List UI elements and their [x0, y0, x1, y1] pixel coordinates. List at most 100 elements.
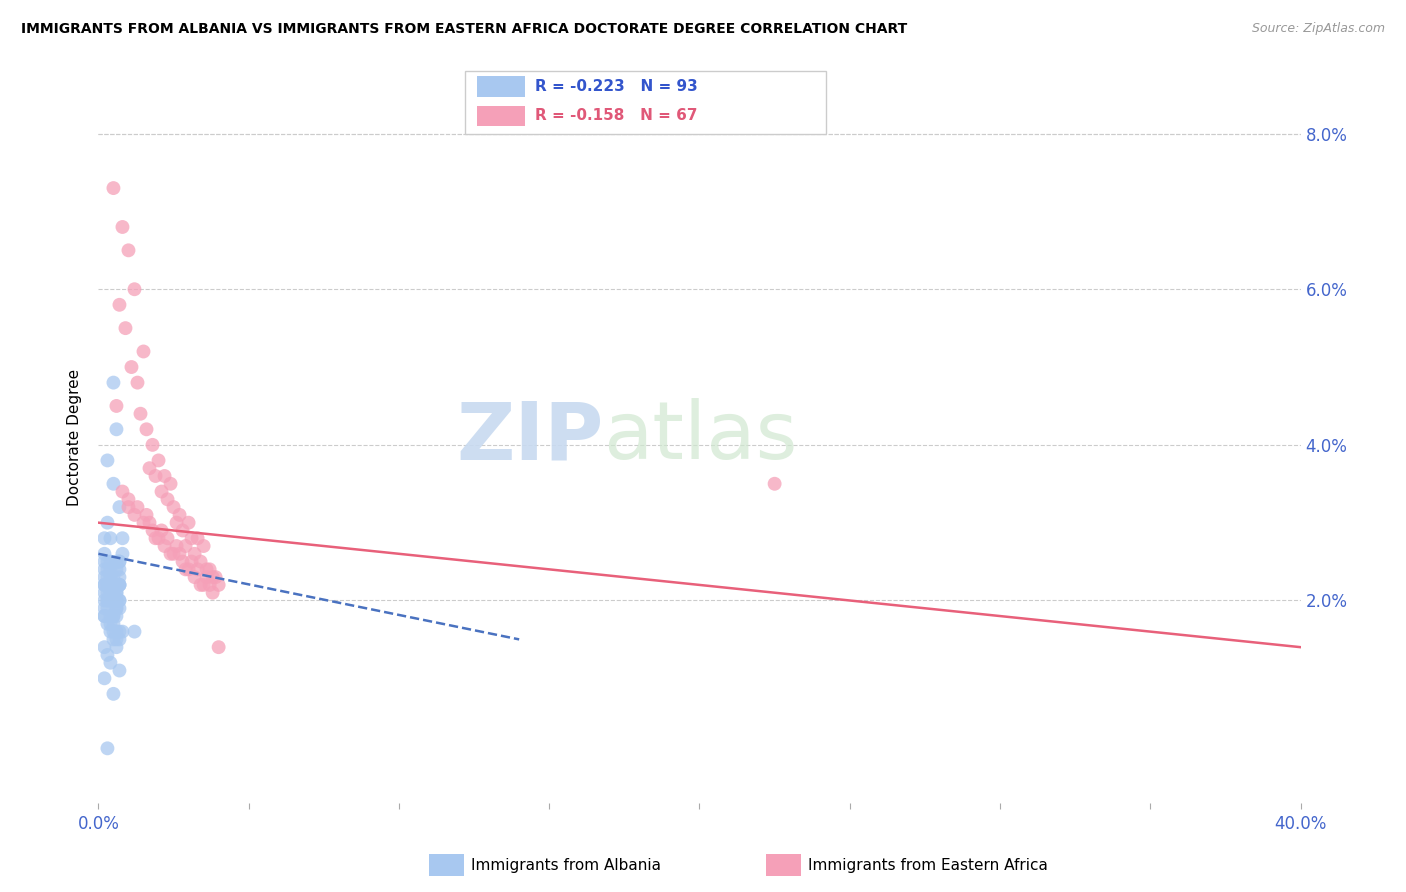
Point: [103, 632, 125, 647]
Point: [204, 570, 226, 584]
Point: [108, 624, 131, 639]
Text: R = -0.223   N = 93: R = -0.223 N = 93: [534, 79, 697, 95]
Point: [103, 376, 125, 390]
Point: [103, 624, 125, 639]
Point: [103, 593, 125, 607]
Point: [96, 593, 118, 607]
Point: [100, 570, 122, 584]
Point: [108, 593, 131, 607]
Point: [117, 492, 139, 507]
Point: [93, 578, 115, 592]
Point: [127, 500, 149, 515]
Point: [93, 555, 115, 569]
Point: [180, 531, 202, 545]
Point: [100, 609, 122, 624]
Point: [108, 578, 131, 592]
Point: [187, 531, 209, 545]
Point: [108, 562, 131, 576]
Point: [103, 181, 125, 195]
Point: [111, 547, 134, 561]
Point: [153, 469, 176, 483]
Point: [141, 438, 163, 452]
Point: [198, 562, 221, 576]
Point: [105, 578, 128, 592]
Point: [93, 570, 115, 584]
Point: [93, 609, 115, 624]
Point: [93, 547, 115, 561]
Point: [138, 516, 160, 530]
Point: [201, 585, 224, 599]
Point: [156, 531, 179, 545]
Point: [132, 344, 155, 359]
Point: [105, 609, 128, 624]
Point: [174, 562, 197, 576]
Point: [763, 476, 786, 491]
Point: [100, 616, 122, 631]
Point: [103, 476, 125, 491]
Bar: [477, 77, 526, 97]
Point: [93, 562, 115, 576]
Text: Immigrants from Eastern Africa: Immigrants from Eastern Africa: [808, 858, 1049, 872]
Point: [103, 687, 125, 701]
Point: [96, 578, 118, 592]
Point: [108, 578, 131, 592]
Point: [108, 555, 131, 569]
Point: [187, 562, 209, 576]
Point: [100, 578, 122, 592]
Y-axis label: Doctorate Degree: Doctorate Degree: [67, 368, 83, 506]
Point: [198, 578, 221, 592]
Point: [103, 609, 125, 624]
Point: [138, 461, 160, 475]
Point: [103, 593, 125, 607]
Point: [100, 593, 122, 607]
Point: [105, 632, 128, 647]
Point: [150, 524, 173, 538]
Point: [105, 601, 128, 615]
Point: [159, 476, 181, 491]
Point: [148, 531, 170, 545]
Point: [108, 500, 131, 515]
Point: [96, 555, 118, 569]
Point: [193, 578, 215, 592]
Point: [100, 570, 122, 584]
Point: [124, 282, 146, 296]
Point: [177, 562, 200, 576]
Point: [105, 640, 128, 655]
Point: [93, 640, 115, 655]
Point: [96, 453, 118, 467]
Point: [96, 585, 118, 599]
Point: [100, 531, 122, 545]
Point: [141, 524, 163, 538]
Point: [150, 484, 173, 499]
Point: [96, 616, 118, 631]
Point: [159, 547, 181, 561]
Point: [111, 624, 134, 639]
Point: [135, 508, 157, 522]
Text: R = -0.158   N = 67: R = -0.158 N = 67: [534, 109, 697, 123]
Point: [105, 593, 128, 607]
Point: [105, 399, 128, 413]
Point: [103, 616, 125, 631]
Point: [96, 578, 118, 592]
Point: [93, 601, 115, 615]
Point: [100, 585, 122, 599]
Point: [195, 570, 218, 584]
Point: [169, 508, 191, 522]
Text: IMMIGRANTS FROM ALBANIA VS IMMIGRANTS FROM EASTERN AFRICA DOCTORATE DEGREE CORRE: IMMIGRANTS FROM ALBANIA VS IMMIGRANTS FR…: [21, 22, 907, 37]
Point: [100, 656, 122, 670]
Point: [145, 469, 167, 483]
Point: [108, 664, 131, 678]
Point: [193, 539, 215, 553]
Point: [103, 593, 125, 607]
Point: [105, 593, 128, 607]
Point: [103, 570, 125, 584]
Point: [105, 601, 128, 615]
Point: [103, 593, 125, 607]
Point: [103, 609, 125, 624]
Bar: [465, 71, 825, 134]
Point: [183, 570, 205, 584]
Point: [145, 531, 167, 545]
Point: [93, 609, 115, 624]
Point: [100, 562, 122, 576]
Point: [96, 741, 118, 756]
